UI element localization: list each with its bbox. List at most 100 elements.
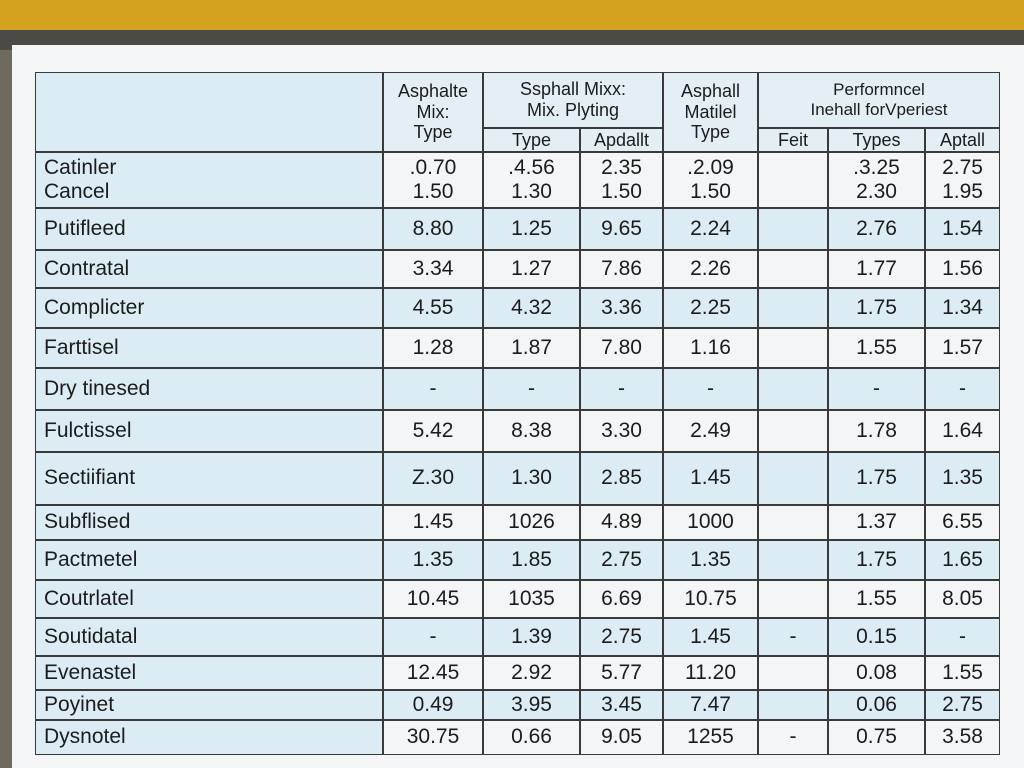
data-cell: - <box>925 368 1000 410</box>
header-sub: Types <box>828 128 925 152</box>
data-cell <box>758 540 828 580</box>
data-cell: 1.39 <box>483 618 580 656</box>
header-cell: Asphalte Mix: Type <box>383 72 483 152</box>
data-cell: 8.38 <box>483 410 580 452</box>
data-cell: 3.58 <box>925 720 1000 755</box>
data-cell: 2.75 <box>925 690 1000 720</box>
row-label: Catinler Cancel <box>35 152 383 208</box>
data-cell: 2.85 <box>580 452 663 505</box>
data-cell: - <box>828 368 925 410</box>
row-label: Poyinet <box>35 690 383 720</box>
data-cell: 3.34 <box>383 250 483 288</box>
data-cell <box>758 288 828 328</box>
data-cell: 3.45 <box>580 690 663 720</box>
data-cell: - <box>663 368 758 410</box>
row-label: Pactmetel <box>35 540 383 580</box>
data-cell: 0.66 <box>483 720 580 755</box>
data-cell: 8.80 <box>383 208 483 250</box>
data-cell <box>758 250 828 288</box>
data-cell: 1.45 <box>663 618 758 656</box>
data-cell: 3.95 <box>483 690 580 720</box>
header-cell: Asphall Matilel Type <box>663 72 758 152</box>
data-cell: 1.35 <box>383 540 483 580</box>
data-cell: 1.65 <box>925 540 1000 580</box>
data-cell: 1.35 <box>663 540 758 580</box>
data-cell: 1.75 <box>828 452 925 505</box>
data-cell <box>758 452 828 505</box>
data-cell: 2.75 <box>580 618 663 656</box>
data-cell <box>758 505 828 540</box>
header-sub: Type <box>483 128 580 152</box>
data-cell <box>758 580 828 618</box>
data-cell: 1.57 <box>925 328 1000 368</box>
data-cell: - <box>383 618 483 656</box>
data-cell: .4.56 1.30 <box>483 152 580 208</box>
data-cell: 0.15 <box>828 618 925 656</box>
data-cell: 4.89 <box>580 505 663 540</box>
data-cell: 1.55 <box>925 656 1000 690</box>
data-cell: 6.55 <box>925 505 1000 540</box>
header-sub: Aptall <box>925 128 1000 152</box>
data-cell: 1000 <box>663 505 758 540</box>
data-cell: 1.75 <box>828 288 925 328</box>
data-cell: 12.45 <box>383 656 483 690</box>
data-cell: - <box>383 368 483 410</box>
data-cell: 7.80 <box>580 328 663 368</box>
data-cell: 7.47 <box>663 690 758 720</box>
data-cell: 1.45 <box>383 505 483 540</box>
data-cell <box>758 690 828 720</box>
data-cell: 1.77 <box>828 250 925 288</box>
data-cell: 1.87 <box>483 328 580 368</box>
data-cell: 1.75 <box>828 540 925 580</box>
data-cell: 3.36 <box>580 288 663 328</box>
data-cell <box>758 208 828 250</box>
data-cell: 1.25 <box>483 208 580 250</box>
data-cell: 9.05 <box>580 720 663 755</box>
data-cell: 2.92 <box>483 656 580 690</box>
data-cell: - <box>580 368 663 410</box>
data-cell: 2.24 <box>663 208 758 250</box>
data-cell <box>758 152 828 208</box>
data-cell <box>758 368 828 410</box>
row-label: Subflised <box>35 505 383 540</box>
data-cell: - <box>758 618 828 656</box>
data-cell: 6.69 <box>580 580 663 618</box>
data-cell: 1.45 <box>663 452 758 505</box>
data-cell: - <box>483 368 580 410</box>
row-label: Sectiifiant <box>35 452 383 505</box>
data-cell: 2.26 <box>663 250 758 288</box>
header-sub: Feit <box>758 128 828 152</box>
data-cell <box>758 656 828 690</box>
data-cell: 2.76 <box>828 208 925 250</box>
data-cell: 1.35 <box>925 452 1000 505</box>
data-cell: 1.55 <box>828 328 925 368</box>
row-label: Dysnotel <box>35 720 383 755</box>
row-label: Dry tinesed <box>35 368 383 410</box>
row-label: Soutidatal <box>35 618 383 656</box>
data-cell: 9.65 <box>580 208 663 250</box>
data-cell: 1.78 <box>828 410 925 452</box>
data-cell: 0.08 <box>828 656 925 690</box>
header-group: Performncel Inehall forVperiest <box>758 72 1000 128</box>
data-cell: 5.42 <box>383 410 483 452</box>
data-cell: 7.86 <box>580 250 663 288</box>
data-cell: .3.25 2.30 <box>828 152 925 208</box>
data-cell: 2.25 <box>663 288 758 328</box>
data-cell: - <box>758 720 828 755</box>
row-label: Evenastel <box>35 656 383 690</box>
data-cell: 10.75 <box>663 580 758 618</box>
data-cell: 2.35 1.50 <box>580 152 663 208</box>
data-cell: 1.55 <box>828 580 925 618</box>
data-cell: 0.49 <box>383 690 483 720</box>
data-cell: 1.85 <box>483 540 580 580</box>
data-cell: 4.32 <box>483 288 580 328</box>
row-label: Fulctissel <box>35 410 383 452</box>
data-cell: 2.49 <box>663 410 758 452</box>
header-sub: Apdallt <box>580 128 663 152</box>
data-cell: 10.45 <box>383 580 483 618</box>
crane-beam <box>0 0 1024 30</box>
data-cell: 3.30 <box>580 410 663 452</box>
data-cell: .2.09 1.50 <box>663 152 758 208</box>
data-cell: Z.30 <box>383 452 483 505</box>
